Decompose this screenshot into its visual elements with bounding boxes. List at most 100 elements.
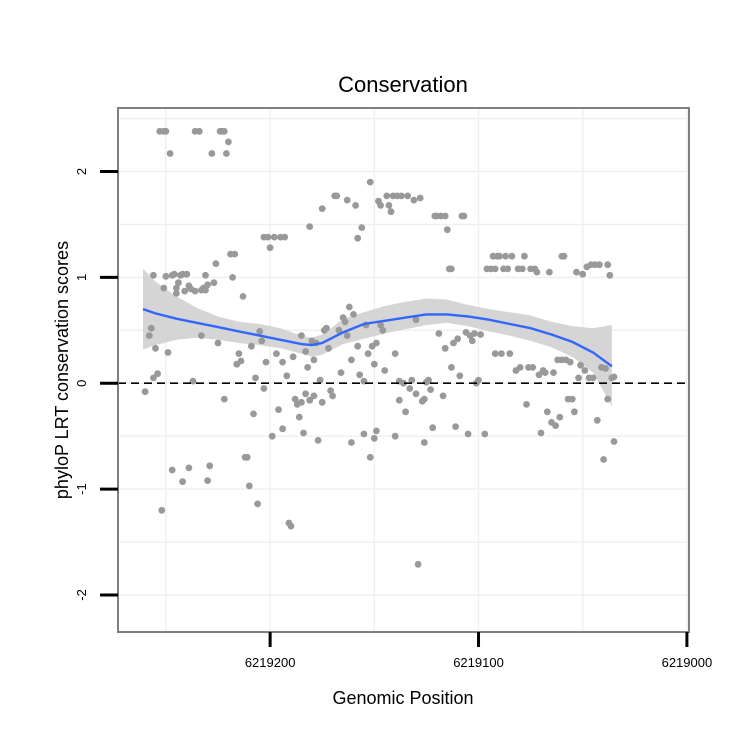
smooth-layer <box>142 307 613 368</box>
data-point <box>460 212 468 220</box>
data-point <box>383 192 391 200</box>
data-point <box>195 127 203 135</box>
data-point <box>560 252 568 260</box>
data-point <box>529 364 537 371</box>
data-point <box>464 430 472 438</box>
data-point <box>550 369 557 376</box>
data-point <box>183 270 191 278</box>
data-point <box>316 376 324 384</box>
data-point <box>237 357 245 365</box>
data-point <box>335 326 343 334</box>
data-point <box>379 326 387 334</box>
data-point <box>402 408 409 416</box>
data-point <box>164 349 172 356</box>
data-point <box>300 429 307 437</box>
data-point <box>298 332 305 339</box>
data-point <box>416 194 424 202</box>
x-tick-label: 6219000 <box>662 655 713 670</box>
data-point <box>273 350 280 357</box>
data-point <box>441 212 449 220</box>
data-point <box>198 332 205 339</box>
data-point <box>543 408 551 416</box>
data-point <box>373 339 380 347</box>
data-point <box>420 439 428 446</box>
data-point <box>377 321 384 329</box>
data-point <box>173 289 180 297</box>
data-point <box>420 395 428 403</box>
confidence-band <box>143 268 612 407</box>
data-point <box>289 353 297 361</box>
data-point <box>381 367 389 374</box>
data-point <box>435 330 443 337</box>
data-point <box>250 410 257 418</box>
data-point <box>354 342 362 350</box>
data-point <box>279 358 286 366</box>
data-point <box>281 233 289 241</box>
data-point <box>264 233 272 241</box>
y-tick-label: -1 <box>74 483 89 495</box>
data-point <box>220 395 228 403</box>
data-point <box>298 398 305 406</box>
data-point <box>158 506 166 514</box>
data-point <box>160 284 168 292</box>
data-point <box>610 438 618 445</box>
data-point <box>356 371 364 379</box>
x-tick-label: 6219200 <box>245 655 296 670</box>
data-point <box>260 385 268 392</box>
data-point <box>348 439 355 446</box>
data-point <box>162 127 170 135</box>
data-point <box>304 364 311 371</box>
data-point <box>327 387 334 394</box>
data-point <box>150 374 157 382</box>
data-point <box>306 223 314 231</box>
data-point <box>229 274 237 281</box>
data-point <box>521 252 528 260</box>
data-point <box>333 192 341 200</box>
data-point <box>245 482 253 490</box>
data-point <box>314 437 322 444</box>
data-point <box>337 369 345 376</box>
data-point <box>302 390 309 398</box>
data-point <box>537 429 545 437</box>
data-point <box>366 453 374 461</box>
data-point <box>541 369 549 376</box>
data-point <box>189 377 197 385</box>
data-point <box>398 192 405 200</box>
data-point <box>579 270 587 278</box>
data-point <box>145 332 153 339</box>
data-point <box>350 311 357 318</box>
y-axis-label: phyloP LRT conservation scores <box>52 241 72 499</box>
data-point <box>152 344 159 352</box>
data-point <box>352 202 359 209</box>
x-axis: 6219200 6219100 6219000 <box>245 632 712 670</box>
confidence-band-layer <box>143 268 612 407</box>
data-point <box>175 279 182 287</box>
data-point <box>345 303 353 311</box>
data-point <box>600 456 607 463</box>
data-point <box>348 356 355 364</box>
data-point <box>364 350 372 357</box>
data-point <box>400 379 407 387</box>
smooth-line <box>142 307 613 368</box>
data-point <box>395 396 403 404</box>
data-point <box>202 271 209 279</box>
data-point <box>370 434 378 442</box>
data-point <box>410 196 418 204</box>
data-point <box>477 331 484 338</box>
data-point <box>408 376 416 384</box>
data-point <box>573 268 580 276</box>
data-point <box>518 265 526 273</box>
data-point <box>318 205 326 213</box>
x-tick-label: 6219100 <box>453 655 504 670</box>
data-point <box>468 337 476 345</box>
data-point <box>248 342 255 350</box>
data-point <box>546 268 553 276</box>
data-point <box>593 416 601 424</box>
data-point <box>581 367 589 374</box>
data-point <box>604 395 612 403</box>
data-point <box>254 500 261 508</box>
data-point <box>258 337 266 345</box>
data-point <box>425 376 432 384</box>
data-point <box>170 270 178 278</box>
